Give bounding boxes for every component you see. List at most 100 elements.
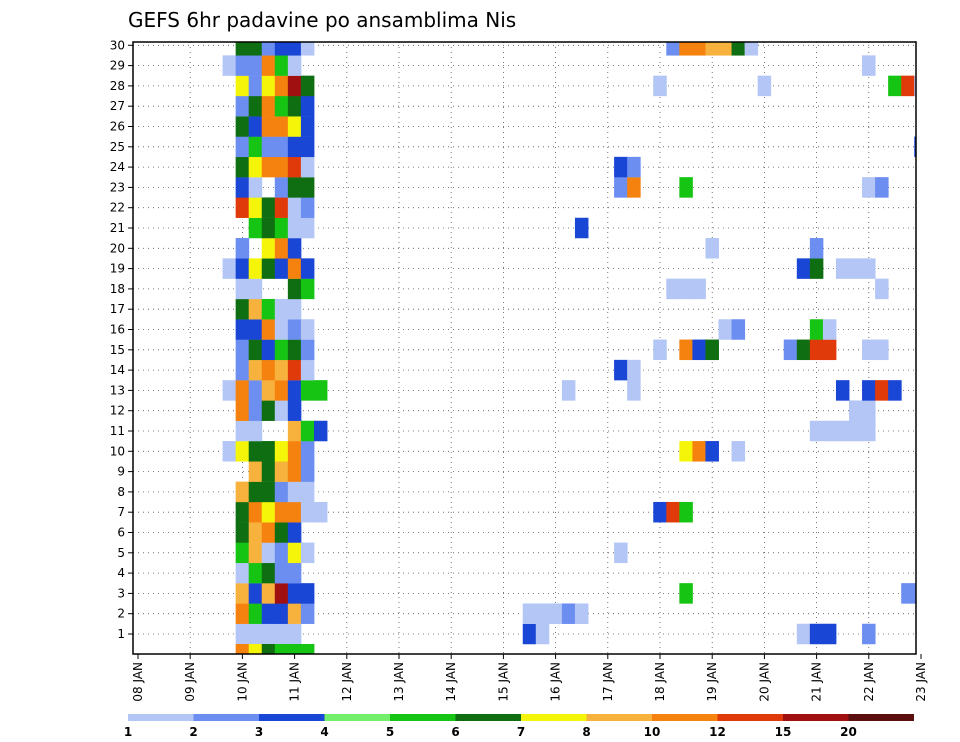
heatmap-cell bbox=[274, 156, 289, 178]
heatmap-cell bbox=[653, 75, 667, 97]
heatmap-cell bbox=[731, 319, 746, 340]
heatmap-cell bbox=[300, 583, 315, 604]
heatmap-cell bbox=[248, 177, 263, 198]
legend-label: 8 bbox=[582, 725, 590, 739]
heatmap-cell bbox=[862, 258, 876, 279]
legend-label: 2 bbox=[189, 725, 197, 739]
legend-swatch bbox=[193, 714, 259, 721]
heatmap-cell bbox=[535, 603, 550, 624]
heatmap-cell bbox=[287, 481, 302, 503]
heatmap-cell bbox=[300, 156, 315, 178]
heatmap-cell bbox=[261, 298, 276, 320]
heatmap-cell bbox=[274, 258, 289, 279]
heatmap-cell bbox=[653, 501, 667, 523]
legend-label: 3 bbox=[255, 725, 263, 739]
heatmap-cell bbox=[274, 400, 289, 421]
heatmap-cell bbox=[261, 501, 276, 523]
heatmap-cell bbox=[274, 441, 289, 462]
heatmap-cell bbox=[274, 562, 289, 584]
heatmap-cell bbox=[835, 420, 850, 442]
heatmap-cell bbox=[614, 156, 628, 178]
y-tick-label: 14 bbox=[110, 363, 125, 377]
heatmap-cell bbox=[235, 583, 250, 604]
heatmap-cell bbox=[248, 116, 263, 137]
heatmap-cell bbox=[274, 95, 289, 117]
heatmap-cell bbox=[287, 298, 302, 320]
heatmap-cell bbox=[248, 603, 263, 624]
heatmap-cell bbox=[235, 42, 250, 56]
heatmap-cell bbox=[287, 359, 302, 381]
heatmap-cell bbox=[274, 217, 289, 239]
heatmap-cell bbox=[274, 238, 289, 259]
heatmap-cell bbox=[809, 420, 824, 442]
heatmap-cell bbox=[809, 319, 824, 340]
heatmap-cell bbox=[248, 197, 263, 218]
heatmap-cell bbox=[862, 623, 876, 645]
x-tick-label: 20 JAN bbox=[757, 662, 771, 702]
heatmap-cell bbox=[287, 75, 302, 97]
y-tick-label: 4 bbox=[117, 566, 125, 580]
heatmap-cell bbox=[287, 278, 302, 300]
legend-swatch bbox=[717, 714, 783, 721]
heatmap-cell bbox=[287, 95, 302, 117]
heatmap-cell bbox=[300, 380, 315, 401]
color-legend: 1 2 3 4 5 6 7 8 10 12 15 20 bbox=[124, 714, 914, 739]
heatmap-cell bbox=[822, 319, 837, 340]
heatmap-cell bbox=[287, 339, 302, 361]
heatmap-cell bbox=[535, 623, 550, 645]
y-tick-label: 25 bbox=[110, 140, 125, 154]
legend-swatch bbox=[390, 714, 456, 721]
heatmap-cell bbox=[614, 542, 628, 564]
heatmap-cell bbox=[822, 623, 837, 645]
y-tick-label: 6 bbox=[117, 526, 125, 540]
heatmap-cell bbox=[627, 359, 641, 381]
heatmap-cell bbox=[731, 441, 746, 462]
heatmap-cell bbox=[274, 542, 289, 564]
heatmap-cell bbox=[705, 238, 719, 259]
heatmap-cell bbox=[274, 603, 289, 624]
legend-label: 4 bbox=[320, 725, 328, 739]
legend-label: 12 bbox=[709, 725, 726, 739]
heatmap-cell bbox=[261, 116, 276, 137]
heatmap-cell bbox=[248, 95, 263, 117]
heatmap-cell bbox=[248, 400, 263, 421]
heatmap-cell bbox=[287, 136, 302, 158]
heatmap-cell bbox=[287, 603, 302, 624]
heatmap-cell bbox=[835, 258, 850, 279]
heatmap-cell bbox=[914, 136, 916, 158]
heatmap-cell bbox=[235, 55, 250, 76]
heatmap-cell bbox=[261, 136, 276, 158]
heatmap-cell bbox=[287, 238, 302, 259]
legend-swatch bbox=[324, 714, 390, 721]
heatmap-cell bbox=[287, 42, 302, 56]
heatmap-cell bbox=[679, 501, 693, 523]
heatmap-cells bbox=[222, 42, 916, 654]
heatmap-cell bbox=[888, 75, 902, 97]
heatmap-cell bbox=[248, 562, 263, 584]
heatmap-cell bbox=[287, 542, 302, 564]
heatmap-cell bbox=[287, 400, 302, 421]
heatmap-cell bbox=[692, 339, 706, 361]
heatmap-cell bbox=[666, 42, 680, 56]
heatmap-cell bbox=[574, 603, 589, 624]
heatmap-cell bbox=[248, 55, 263, 76]
x-tick-label: 21 JAN bbox=[810, 662, 824, 702]
heatmap-cell bbox=[261, 542, 276, 564]
heatmap-cell bbox=[849, 258, 863, 279]
heatmap-cell bbox=[235, 644, 250, 654]
heatmap-cell bbox=[261, 481, 276, 503]
chart-title: GEFS 6hr padavine po ansamblima Nis bbox=[128, 8, 516, 32]
legend-label: 7 bbox=[517, 725, 525, 739]
heatmap-cell bbox=[809, 623, 824, 645]
heatmap-cell bbox=[248, 339, 263, 361]
heatmap-cell bbox=[287, 156, 302, 178]
heatmap-cell bbox=[274, 116, 289, 137]
x-tick-label: 23 JAN bbox=[914, 662, 928, 702]
heatmap-cell bbox=[222, 258, 237, 279]
y-tick-label: 24 bbox=[110, 160, 125, 174]
heatmap-cell bbox=[862, 420, 876, 442]
heatmap-cell bbox=[300, 258, 315, 279]
heatmap-cell bbox=[561, 603, 576, 624]
heatmap-cell bbox=[261, 75, 276, 97]
heatmap-cell bbox=[901, 75, 915, 97]
